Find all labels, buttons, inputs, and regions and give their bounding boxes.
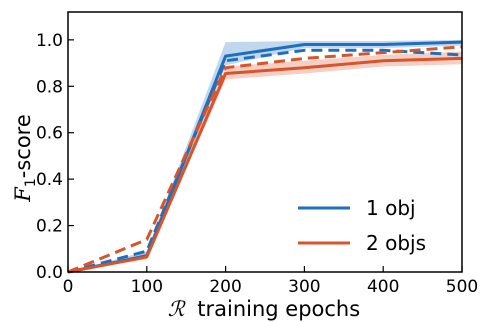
line-solid-2-objs [67, 56, 463, 274]
x-axis-ticks: 0 100 200 300 400 500 [63, 266, 478, 297]
y-tick-label: 1.0 [36, 31, 63, 51]
x-tick-label: 200 [209, 277, 241, 297]
y-tick-label: 0.4 [36, 170, 63, 190]
y-tick-label: 0.2 [36, 217, 63, 237]
line-dashed-1-obj [67, 48, 463, 274]
y-axis-label: F1-score [11, 114, 39, 203]
x-axis-label: ℛ training epochs [168, 297, 360, 321]
y-axis-label-sub: 1 [23, 178, 39, 187]
legend: 1 obj 2 objs [298, 196, 426, 255]
x-axis-label-symbol: ℛ [168, 297, 186, 321]
x-tick-label: 300 [288, 277, 320, 297]
y-tick-label: 0.8 [36, 77, 63, 97]
y-axis-label-suffix: -score [11, 114, 35, 178]
legend-label-2-objs: 2 objs [366, 231, 426, 255]
x-tick-label: 100 [131, 277, 163, 297]
x-tick-label: 500 [446, 277, 478, 297]
y-tick-label: 0.0 [36, 263, 63, 283]
x-tick-label: 400 [367, 277, 399, 297]
series-lines [67, 40, 463, 274]
line-dashed-2-objs [67, 45, 463, 274]
y-tick-label: 0.6 [36, 124, 63, 144]
legend-label-1-obj: 1 obj [366, 196, 416, 220]
plot-frame [67, 11, 463, 273]
y-axis-ticks: 0.0 0.2 0.4 0.6 0.8 1.0 [36, 31, 74, 283]
x-tick-label: 0 [63, 277, 74, 297]
y-axis-label-main: F [11, 186, 35, 203]
x-axis-label-text: training epochs [197, 297, 360, 321]
